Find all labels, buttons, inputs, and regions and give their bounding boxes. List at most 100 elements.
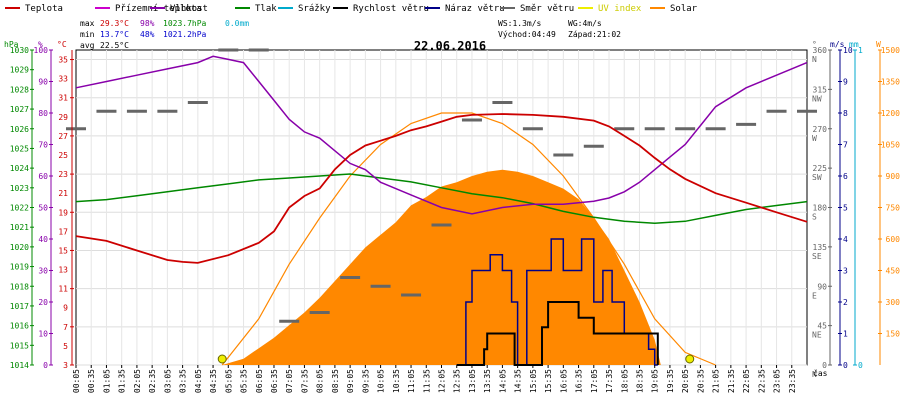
wind-dir-compass-label: S [812,213,817,222]
stats-sunset: Západ:21:02 [568,30,621,39]
humidity-axis-tick-label: 40 [38,235,48,244]
x-tick-label: 17:35 [605,369,614,393]
rain-axis-tick-label: 0 [858,361,863,370]
x-tick-label: 02:35 [148,369,157,393]
solar-axis-tick-label: 450 [886,267,900,276]
pressure-axis-tick-label: 1020 [10,243,29,252]
legend-label: UV index [598,4,642,14]
pressure-line [75,173,808,224]
legend-label: Srážky [298,4,331,14]
rain-axis-tick-label: 1 [858,46,863,55]
x-tick-label: 21:05 [712,369,721,393]
pressure-axis-tick-label: 1017 [10,302,29,311]
legend-label: Solar [670,4,698,14]
legend-item-rychlost-vetru: Rychlost větru [333,4,429,14]
wind-dir-compass-label: W [812,134,817,143]
legend: Teplota Přízemní teplota Vlhkost Tlak Sr… [5,4,698,14]
humidity-axis-tick-label: 80 [38,109,48,118]
temperature-axis-tick-label: 7 [63,323,68,332]
stats-rain: 0.0mm [225,19,249,28]
wind-speed-axis-tick-label: 8 [843,109,848,118]
x-tick-label: 13:05 [468,369,477,393]
x-tick-label: 15:05 [529,369,538,393]
wind-dir-axis-tick-label: 225 [813,164,828,173]
solar-axis-tick-label: 1050 [881,141,900,150]
x-tick-label: 16:35 [575,369,584,393]
x-tick-label: 08:05 [316,369,325,393]
pressure-axis-tick-label: 1023 [10,184,29,193]
x-tick-label: 14:35 [514,369,523,393]
x-tick-label: 11:05 [407,369,416,393]
stats-min-label: min [80,30,95,39]
pressure-axis-tick-label: 1030 [10,46,29,55]
legend-label: Vlhkost [170,4,208,14]
x-tick-label: 01:05 [102,369,111,393]
rain-unit-label: mm [849,40,859,49]
wind-dir-compass-label: E [812,291,817,300]
humidity-axis-tick-label: 60 [38,172,48,181]
solar-axis-tick-label: 300 [886,298,900,307]
solar-unit-label: W [876,40,881,49]
wind-dir-compass-label: N [812,370,817,379]
wind-speed-unit-label: m/s [830,40,845,49]
wind-speed-axis-tick-label: 10 [843,46,853,55]
sun-marker [217,354,227,364]
temperature-axis-tick-label: 33 [58,75,68,84]
stats-ws: WS:1.3m/s [498,19,542,28]
pressure-axis-tick-label: 1026 [10,125,29,134]
pressure-axis-tick-label: 1021 [10,223,29,232]
humidity-axis-tick-label: 70 [38,141,48,150]
humidity-axis-tick-label: 0 [43,361,48,370]
x-tick-label: 11:35 [422,369,431,393]
x-tick-label: 23:05 [773,369,782,393]
pressure-axis-tick-label: 1022 [10,204,29,213]
legend-item-naraz-vetru: Náraz větru [425,4,505,14]
solar-axis-tick-label: 1200 [881,109,900,118]
humidity-axis-tick-label: 100 [34,46,49,55]
x-tick-label: 00:05 [72,369,81,393]
humidity-axis-tick-label: 20 [38,298,48,307]
stats-max-label: max [80,19,95,28]
stats-max-hum: 98% [140,19,155,28]
stats-min-temp: 13.7°C [100,30,129,39]
temperature-axis-tick-label: 11 [58,285,68,294]
temperature-axis-tick-label: 27 [58,132,68,141]
solar-axis-tick-label: 1350 [881,78,900,87]
humidity-axis-tick-label: 30 [38,267,48,276]
pressure-axis-tick-label: 1016 [10,322,29,331]
x-tick-label: 01:35 [118,369,127,393]
temperature-axis-tick-label: 21 [58,189,68,198]
legend-item-tlak: Tlak [235,4,277,14]
wind-speed-axis-tick-label: 7 [843,141,848,150]
x-tick-label: 17:05 [590,369,599,393]
pressure-axis-tick-label: 1029 [10,66,29,75]
solar-axis-tick-label: 150 [886,330,900,339]
temperature-axis-tick-label: 35 [58,56,68,65]
solar-theoretical-line [221,112,716,366]
x-tick-label: 07:35 [300,369,309,393]
x-tick-label: 12:05 [438,369,447,393]
stats-avg-label: avg [80,41,95,50]
wind-speed-axis-tick-label: 1 [843,330,848,339]
wind-dir-axis-tick-label: 135 [813,243,828,252]
x-tick-label: 02:05 [133,369,142,393]
x-axis-label: čas [813,368,828,378]
wind-dir-compass-label: SW [812,173,822,182]
temperature-axis-tick-label: 29 [58,113,68,122]
legend-item-vlhkost: Vlhkost [150,4,208,14]
wind-dir-compass-label: NW [812,94,822,103]
wind-dir-compass-label: SE [812,252,822,261]
x-tick-label: 10:05 [377,369,386,393]
pressure-axis-tick-label: 1019 [10,263,29,272]
x-tick-label: 16:05 [559,369,568,393]
legend-label: Rychlost větru [353,4,429,14]
x-tick-label: 09:05 [346,369,355,393]
x-tick-label: 20:35 [696,369,705,393]
humidity-unit-label: % [38,40,43,49]
wind-speed-line [456,301,659,366]
pressure-axis-tick-label: 1027 [10,105,29,114]
x-tick-label: 13:35 [483,369,492,393]
wind-speed-axis-tick-label: 4 [843,235,848,244]
wind-dir-axis-tick-label: 315 [813,85,828,94]
